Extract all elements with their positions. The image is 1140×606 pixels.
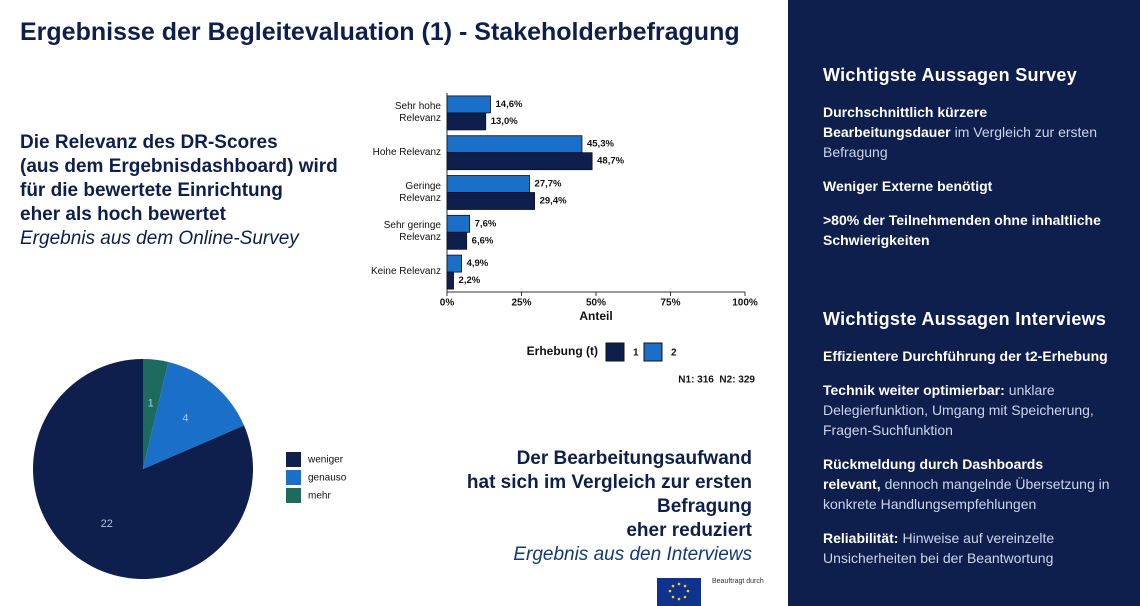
bar xyxy=(446,152,593,171)
slice-label: 22 xyxy=(101,518,113,530)
value-label: 2,2% xyxy=(459,275,481,286)
x-tick-label: 50% xyxy=(586,298,606,309)
statement-line: Der Bearbeitungsaufwand xyxy=(516,448,752,469)
charts: 0% 25% 50% 75% 100% Anteil 14,6% 13,0% 45,3% 48,7… xyxy=(32,93,758,606)
item-bold: Durchschnittlich kürzere Bearbeitungsdau… xyxy=(823,104,988,140)
legend-label: weniger xyxy=(307,455,344,466)
value-label: 45,3% xyxy=(587,139,614,150)
statement-line: eher reduziert xyxy=(626,520,752,541)
pie-slice xyxy=(32,359,254,580)
category-label: Sehr geringe Relevanz xyxy=(383,220,441,244)
value-label: 14,6% xyxy=(496,99,523,110)
category-label: Keine Relevanz xyxy=(370,266,441,278)
statement-line: Befragung xyxy=(657,496,752,517)
panel-item: Reliabilität: Hinweise auf vereinzelte Un… xyxy=(823,528,1123,568)
panel-item: Weniger Externe benötigt xyxy=(823,176,1123,196)
x-tick-label: 100% xyxy=(732,298,758,309)
bar xyxy=(446,95,491,114)
bar xyxy=(446,254,463,273)
category-label: Geringe Relevanz xyxy=(399,180,441,204)
bar xyxy=(446,135,583,154)
pie-slice xyxy=(143,359,169,469)
item-bold: >80% der Teilnehmenden ohne inhaltliche … xyxy=(823,212,1101,248)
slice-label: 1 xyxy=(148,397,154,409)
legend-title: Erhebung (t) xyxy=(527,344,598,358)
category-label: Sehr hohe Relevanz xyxy=(394,100,441,124)
item-text: Hinweise auf vereinzelte Unsicherheiten … xyxy=(823,530,1055,566)
legend-swatch xyxy=(286,452,301,467)
panel-item: Effizientere Durchführung der t2-Erhebun… xyxy=(823,346,1123,366)
legend-label: 2 xyxy=(671,348,677,359)
statement-line: Die Relevanz des DR-Scores xyxy=(20,132,278,153)
right-text: Der Bearbeitungsaufwand hat sich im Vergl… xyxy=(467,447,752,567)
statement-line: eher als hoch bewertet xyxy=(20,204,226,225)
panel-heading: Wichtigste Aussagen Interviews xyxy=(823,309,1107,329)
side-panel: Wichtigste Aussagen Survey Durchschnittli… xyxy=(788,0,1140,606)
item-bold: Weniger Externe benötigt xyxy=(823,178,993,194)
bar xyxy=(446,271,454,290)
value-label: 48,7% xyxy=(597,156,624,167)
x-tick-label: 0% xyxy=(440,298,455,309)
panel-item: Rückmeldung durch Dashboards relevant, de… xyxy=(823,454,1123,514)
bar xyxy=(446,175,530,193)
statement-line: hat sich im Vergleich zur ersten xyxy=(466,472,752,493)
item-bold: Technik weiter optimierbar: xyxy=(823,382,1005,398)
panel-heading: Wichtigste Aussagen Survey xyxy=(823,65,1078,85)
value-label: 27,7% xyxy=(535,179,562,190)
chart-note: N1: 316 N2: 329 xyxy=(678,375,755,386)
legend-swatch xyxy=(286,488,301,503)
eu-flag xyxy=(657,578,701,606)
bar xyxy=(446,112,487,131)
legend-swatch xyxy=(605,342,625,362)
statement-line: für die bewertete Einrichtung xyxy=(20,180,283,201)
item-bold: Effizientere Durchführung der t2-Erhebun… xyxy=(823,348,1108,364)
item-text: im Vergleich zur ersten Befragung xyxy=(823,124,1097,160)
bar xyxy=(446,231,468,250)
legend-label: mehr xyxy=(308,491,331,502)
source-line: Ergebnis aus dem Online-Survey xyxy=(20,228,299,249)
category-label: Hohe Relevanz xyxy=(372,146,441,158)
value-label: 6,6% xyxy=(472,235,494,246)
statement-line: (aus dem Ergebnisdashboard) wird xyxy=(20,156,338,177)
value-label: 7,6% xyxy=(475,218,497,229)
x-tick-label: 25% xyxy=(511,298,531,309)
legend-label: 1 xyxy=(633,348,639,359)
value-label: 13,0% xyxy=(491,116,518,127)
pie-slice xyxy=(143,361,245,469)
item-bold: Rückmeldung durch Dashboards relevant, xyxy=(823,456,1044,492)
footer-label: Beauftragt durch xyxy=(712,578,764,585)
legend-swatch xyxy=(643,342,663,362)
x-axis-label: Anteil xyxy=(579,309,612,323)
item-text: unklare Delegierfunktion, Umgang mit Spe… xyxy=(823,382,1094,438)
legend-label: genauso xyxy=(308,473,347,484)
item-text: dennoch mangelnde Übersetzung in konkret… xyxy=(823,476,1110,512)
slide-title: Ergebnisse der Begleitevaluation (1) - S… xyxy=(20,18,740,46)
slice-label: 4 xyxy=(182,412,188,424)
x-tick-label: 75% xyxy=(660,298,680,309)
panel-item: Technik weiter optimierbar: unklare Deleg… xyxy=(823,380,1123,440)
source-line: Ergebnis aus den Interviews xyxy=(513,544,752,565)
item-bold: Reliabilität: xyxy=(823,530,899,546)
left-text: Die Relevanz des DR-Scores (aus dem Ergeb… xyxy=(20,131,338,251)
panel-item: Durchschnittlich kürzere Bearbeitungsdau… xyxy=(823,102,1123,162)
bar xyxy=(446,192,536,210)
bar xyxy=(446,214,471,233)
legend-swatch xyxy=(286,470,301,485)
value-label: 4,9% xyxy=(467,258,489,269)
value-label: 29,4% xyxy=(540,196,567,207)
panel-item: >80% der Teilnehmenden ohne inhaltliche … xyxy=(823,210,1123,250)
